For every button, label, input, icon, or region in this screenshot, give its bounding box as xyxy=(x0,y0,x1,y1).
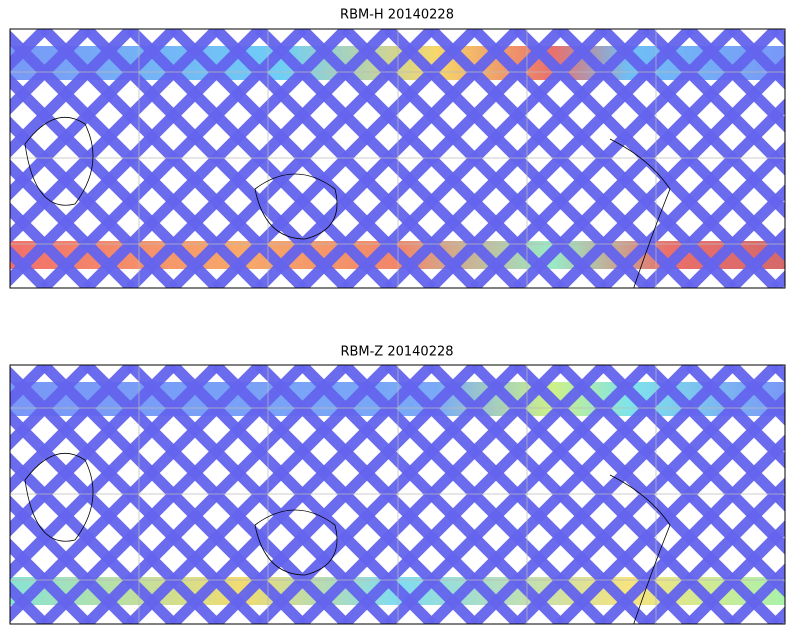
swath xyxy=(0,365,2,624)
swath xyxy=(599,98,785,288)
swath xyxy=(0,29,2,288)
swath xyxy=(728,227,785,288)
map-frame xyxy=(9,364,786,625)
swath xyxy=(0,29,2,288)
map-panel xyxy=(0,29,785,288)
swath xyxy=(0,365,2,624)
swath xyxy=(642,141,785,288)
swath xyxy=(642,477,785,624)
coastline xyxy=(24,452,671,624)
map-frame xyxy=(9,28,786,289)
swath xyxy=(599,434,785,624)
swath xyxy=(728,563,785,624)
panel-title: RBM-Z 20140228 xyxy=(340,345,453,360)
swath xyxy=(685,520,785,624)
panel-title: RBM-H 20140228 xyxy=(340,8,454,23)
coastline xyxy=(24,116,671,288)
map-panel xyxy=(0,365,785,624)
swath xyxy=(685,184,785,288)
